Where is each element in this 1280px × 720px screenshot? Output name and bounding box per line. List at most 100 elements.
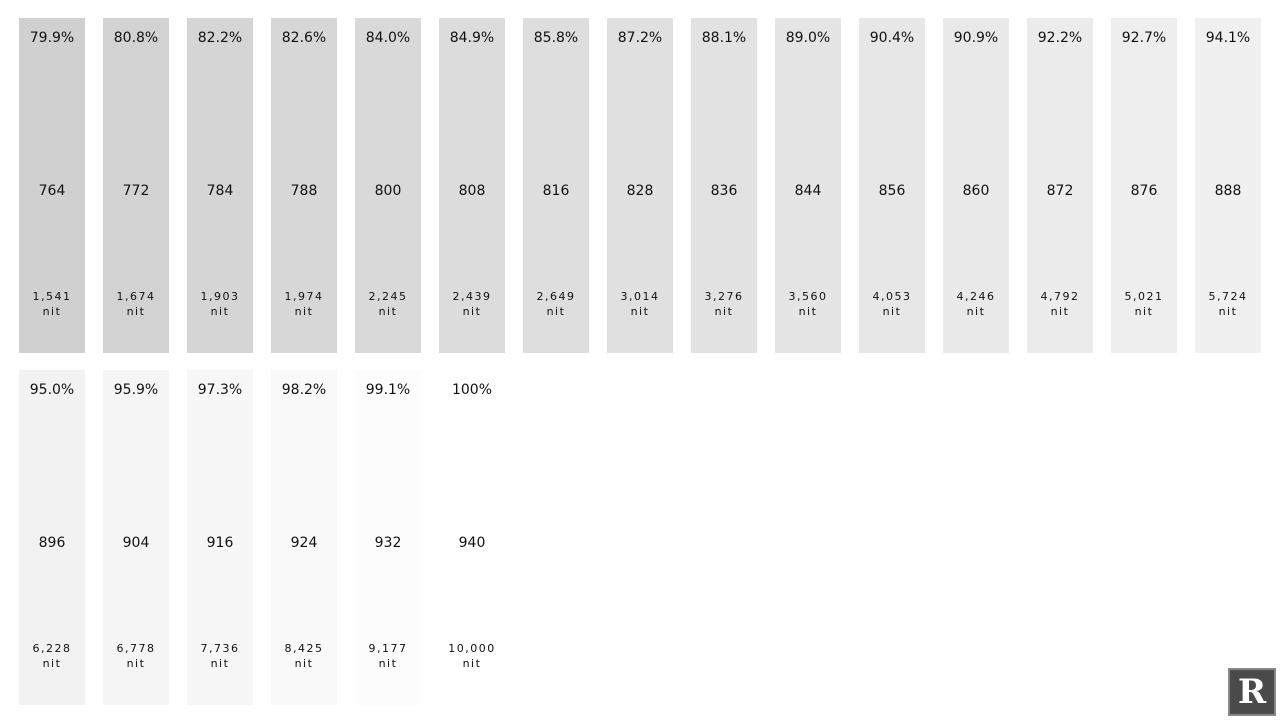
code-value: 764 bbox=[38, 183, 66, 199]
swatch: 84.9% 808 2,439 nit bbox=[439, 18, 505, 353]
swatch: 82.6% 788 1,974 nit bbox=[271, 18, 337, 353]
nits-value: 4,053 bbox=[872, 290, 912, 303]
percent-label: 82.2% bbox=[197, 30, 243, 46]
percent-label: 99.1% bbox=[365, 382, 411, 398]
swatch: 90.4% 856 4,053 nit bbox=[859, 18, 925, 353]
code-value: 800 bbox=[374, 183, 402, 199]
nits-value: 9,177 bbox=[368, 642, 408, 655]
unit-label: nit bbox=[42, 657, 62, 670]
swatch: 88.1% 836 3,276 nit bbox=[691, 18, 757, 353]
percent-label: 97.3% bbox=[197, 382, 243, 398]
nits-value: 3,014 bbox=[620, 290, 660, 303]
nits-value: 1,674 bbox=[116, 290, 156, 303]
nits-value: 5,021 bbox=[1124, 290, 1164, 303]
nits-value: 8,425 bbox=[284, 642, 324, 655]
code-value: 808 bbox=[458, 183, 486, 199]
nits-value: 5,724 bbox=[1208, 290, 1248, 303]
percent-label: 84.9% bbox=[449, 30, 495, 46]
unit-label: nit bbox=[126, 305, 146, 318]
unit-label: nit bbox=[966, 305, 986, 318]
nits-value: 3,276 bbox=[704, 290, 744, 303]
unit-label: nit bbox=[1218, 305, 1238, 318]
percent-label: 95.9% bbox=[113, 382, 159, 398]
swatch: 95.9% 904 6,778 nit bbox=[103, 370, 169, 705]
nits-value: 7,736 bbox=[200, 642, 240, 655]
swatch: 95.0% 896 6,228 nit bbox=[19, 370, 85, 705]
nits-value: 3,560 bbox=[788, 290, 828, 303]
nits-value: 2,439 bbox=[452, 290, 492, 303]
unit-label: nit bbox=[42, 305, 62, 318]
swatch: 98.2% 924 8,425 nit bbox=[271, 370, 337, 705]
code-value: 856 bbox=[878, 183, 906, 199]
percent-label: 100% bbox=[451, 382, 493, 398]
unit-label: nit bbox=[126, 657, 146, 670]
percent-label: 79.9% bbox=[29, 30, 75, 46]
swatch: 80.8% 772 1,674 nit bbox=[103, 18, 169, 353]
swatch: 84.0% 800 2,245 nit bbox=[355, 18, 421, 353]
unit-label: nit bbox=[294, 657, 314, 670]
percent-label: 92.7% bbox=[1121, 30, 1167, 46]
percent-label: 92.2% bbox=[1037, 30, 1083, 46]
unit-label: nit bbox=[630, 305, 650, 318]
percent-label: 90.4% bbox=[869, 30, 915, 46]
unit-label: nit bbox=[294, 305, 314, 318]
percent-label: 87.2% bbox=[617, 30, 663, 46]
code-value: 788 bbox=[290, 183, 318, 199]
code-value: 872 bbox=[1046, 183, 1074, 199]
percent-label: 90.9% bbox=[953, 30, 999, 46]
code-value: 916 bbox=[206, 535, 234, 551]
percent-label: 95.0% bbox=[29, 382, 75, 398]
nits-value: 10,000 bbox=[448, 642, 496, 655]
nits-value: 4,246 bbox=[956, 290, 996, 303]
percent-label: 88.1% bbox=[701, 30, 747, 46]
unit-label: nit bbox=[714, 305, 734, 318]
percent-label: 82.6% bbox=[281, 30, 327, 46]
code-value: 924 bbox=[290, 535, 318, 551]
swatch: 85.8% 816 2,649 nit bbox=[523, 18, 589, 353]
swatch: 100% 940 10,000 nit bbox=[439, 370, 505, 705]
swatch: 92.7% 876 5,021 nit bbox=[1111, 18, 1177, 353]
nits-value: 1,541 bbox=[32, 290, 72, 303]
code-value: 896 bbox=[38, 535, 66, 551]
swatch: 97.3% 916 7,736 nit bbox=[187, 370, 253, 705]
code-value: 932 bbox=[374, 535, 402, 551]
swatch: 87.2% 828 3,014 nit bbox=[607, 18, 673, 353]
code-value: 836 bbox=[710, 183, 738, 199]
unit-label: nit bbox=[1134, 305, 1154, 318]
unit-label: nit bbox=[546, 305, 566, 318]
percent-label: 89.0% bbox=[785, 30, 831, 46]
swatch: 90.9% 860 4,246 nit bbox=[943, 18, 1009, 353]
swatch: 99.1% 932 9,177 nit bbox=[355, 370, 421, 705]
nits-value: 4,792 bbox=[1040, 290, 1080, 303]
code-value: 784 bbox=[206, 183, 234, 199]
code-value: 772 bbox=[122, 183, 150, 199]
unit-label: nit bbox=[798, 305, 818, 318]
nits-value: 2,649 bbox=[536, 290, 576, 303]
code-value: 860 bbox=[962, 183, 990, 199]
unit-label: nit bbox=[210, 657, 230, 670]
nits-value: 1,903 bbox=[200, 290, 240, 303]
unit-label: nit bbox=[462, 657, 482, 670]
unit-label: nit bbox=[882, 305, 902, 318]
swatch: 89.0% 844 3,560 nit bbox=[775, 18, 841, 353]
code-value: 904 bbox=[122, 535, 150, 551]
nits-value: 1,974 bbox=[284, 290, 324, 303]
percent-label: 98.2% bbox=[281, 382, 327, 398]
unit-label: nit bbox=[378, 657, 398, 670]
code-value: 888 bbox=[1214, 183, 1242, 199]
nits-value: 6,228 bbox=[32, 642, 72, 655]
code-value: 828 bbox=[626, 183, 654, 199]
unit-label: nit bbox=[462, 305, 482, 318]
unit-label: nit bbox=[378, 305, 398, 318]
logo: R bbox=[1228, 668, 1276, 716]
swatch: 82.2% 784 1,903 nit bbox=[187, 18, 253, 353]
code-value: 844 bbox=[794, 183, 822, 199]
unit-label: nit bbox=[210, 305, 230, 318]
percent-label: 80.8% bbox=[113, 30, 159, 46]
code-value: 816 bbox=[542, 183, 570, 199]
percent-label: 85.8% bbox=[533, 30, 579, 46]
code-value: 940 bbox=[458, 535, 486, 551]
code-value: 876 bbox=[1130, 183, 1158, 199]
swatch: 92.2% 872 4,792 nit bbox=[1027, 18, 1093, 353]
